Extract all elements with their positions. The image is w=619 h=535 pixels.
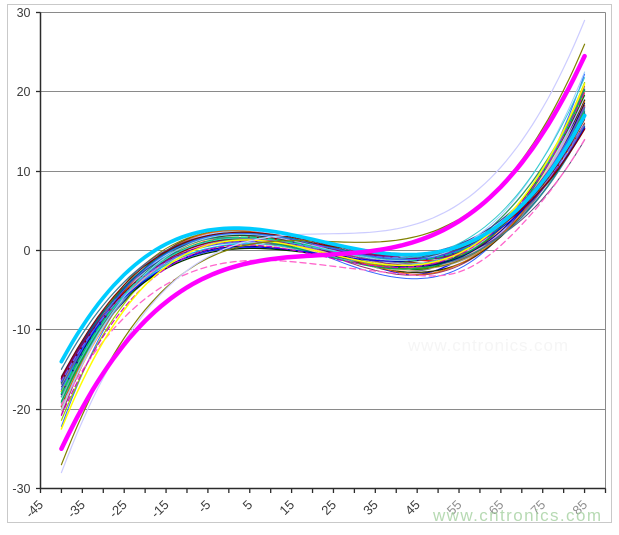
svg-text:www.cntronics.com: www.cntronics.com [407, 336, 568, 355]
svg-text:30: 30 [17, 6, 31, 20]
svg-text:-20: -20 [12, 403, 30, 417]
svg-text:-30: -30 [12, 482, 30, 496]
svg-text:10: 10 [17, 165, 31, 179]
svg-text:-10: -10 [12, 323, 30, 337]
svg-text:www.cntronics.com: www.cntronics.com [432, 506, 601, 525]
svg-text:0: 0 [24, 244, 31, 258]
svg-text:20: 20 [17, 85, 31, 99]
